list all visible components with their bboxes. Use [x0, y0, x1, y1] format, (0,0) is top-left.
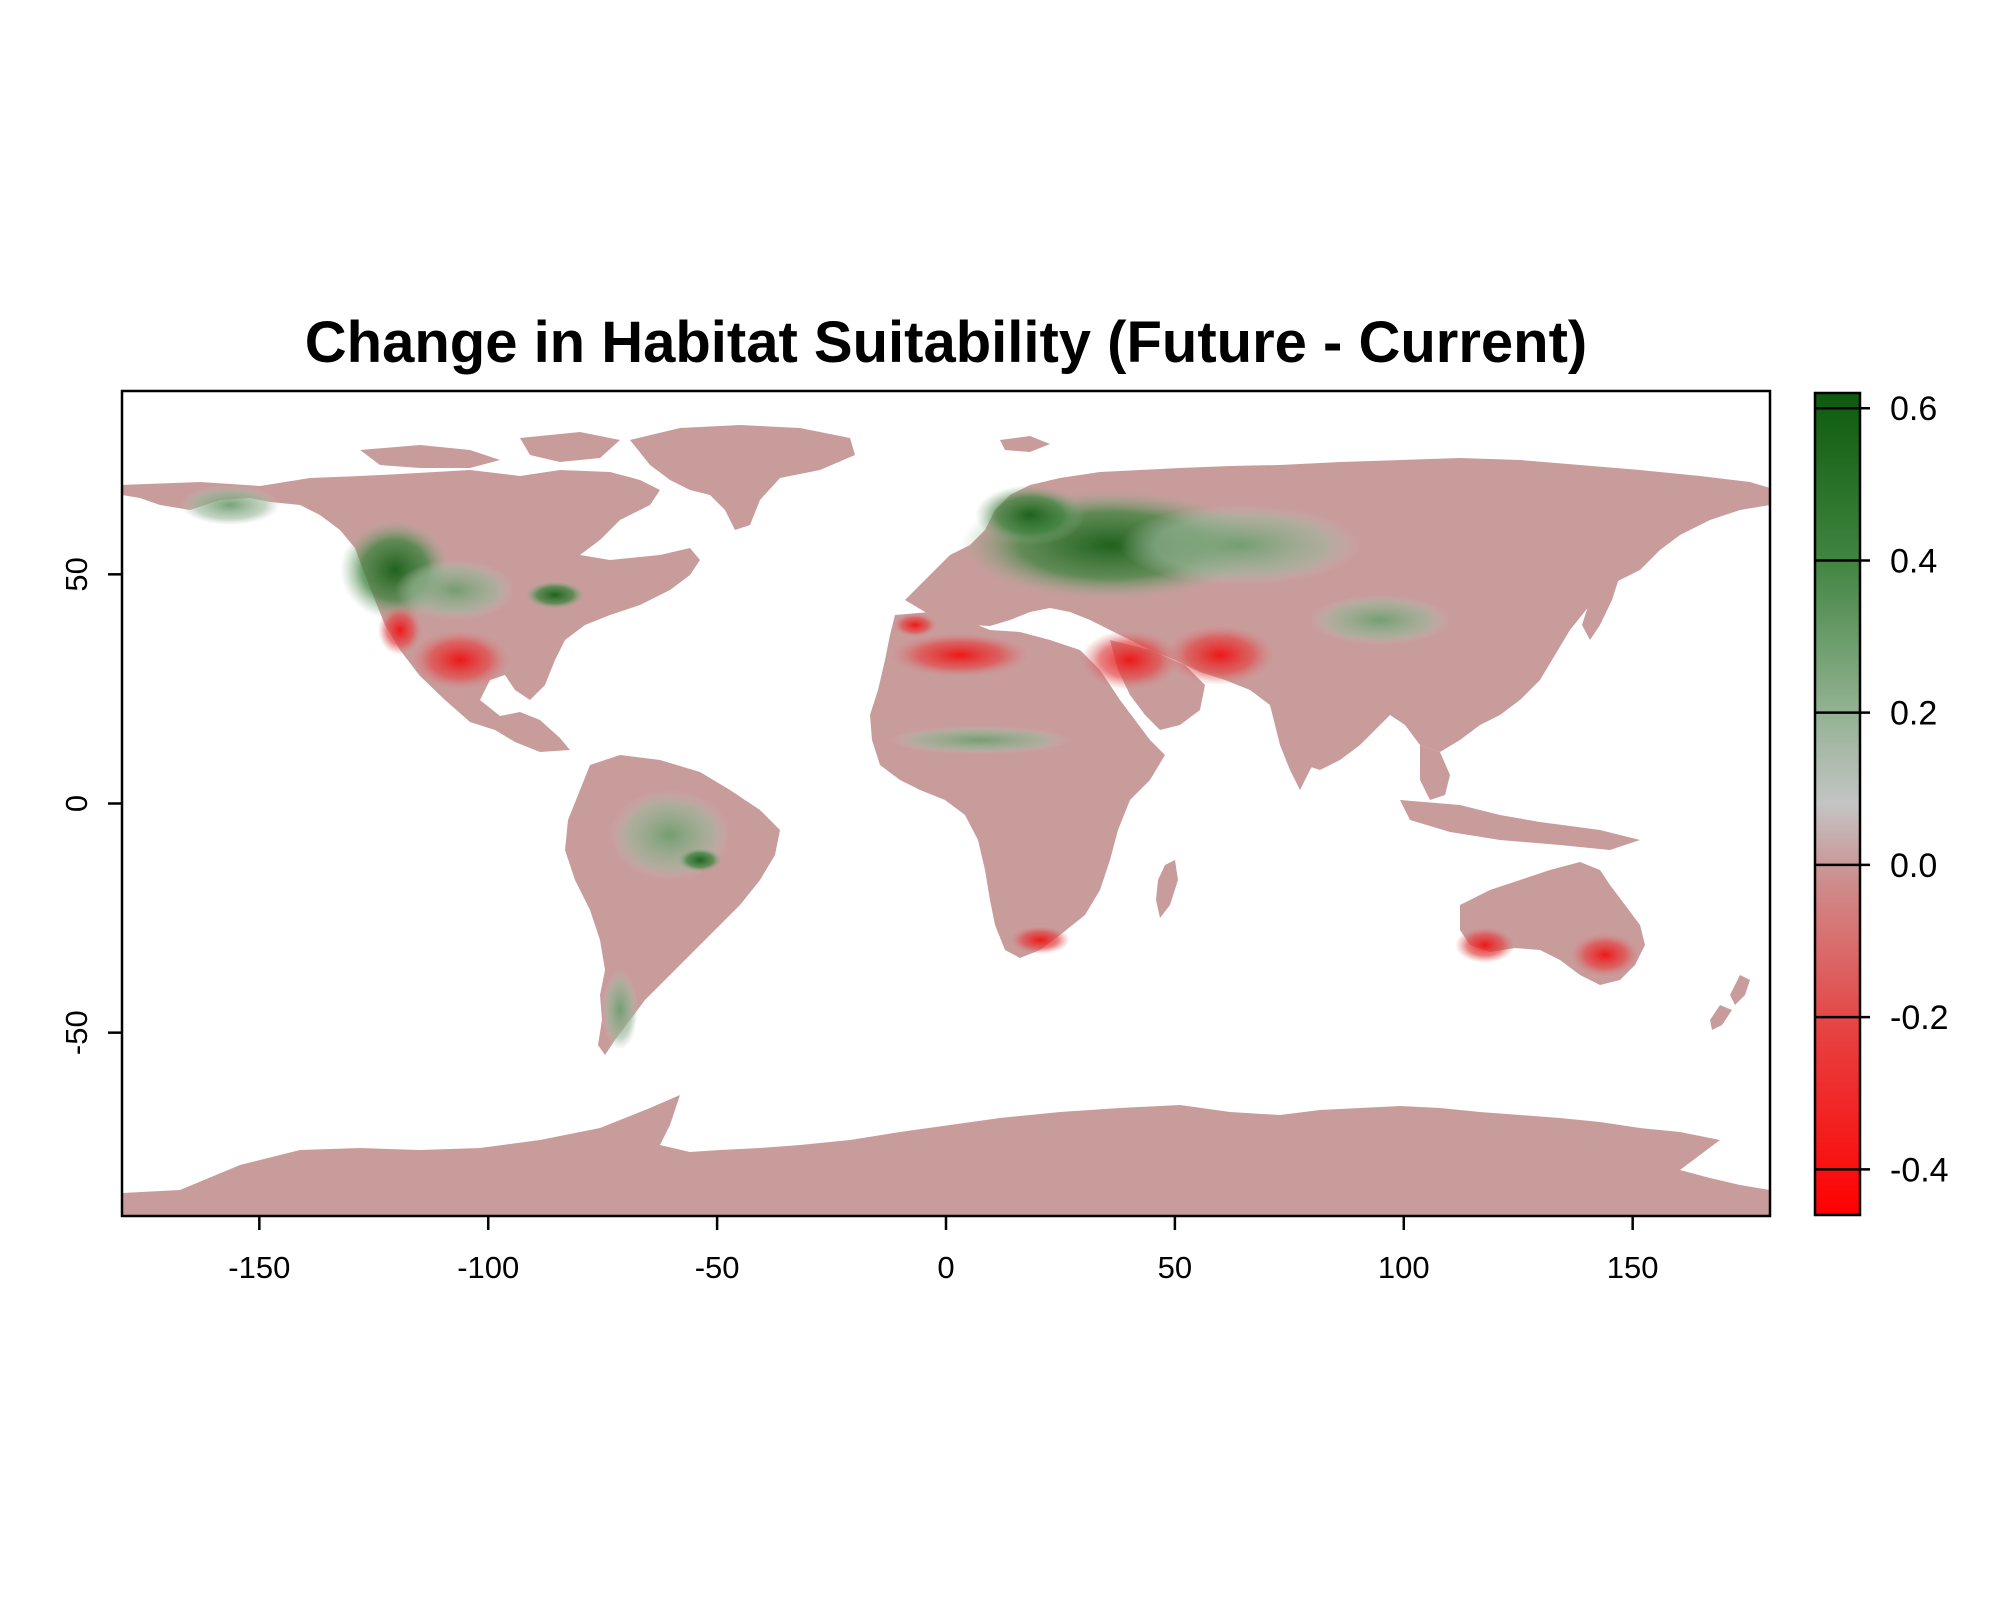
- positive-change-regions: [180, 485, 1450, 1050]
- great-lakes-green: [525, 581, 585, 609]
- california-red: [378, 605, 422, 655]
- x-axis: -150 -100 -50 0 50 100 150: [228, 1216, 1659, 1285]
- x-tick-label: 100: [1378, 1250, 1430, 1285]
- colorbar-tick-label: 0.6: [1890, 390, 1937, 428]
- y-axis: 50 0 -50: [59, 557, 122, 1055]
- mexico-red: [410, 630, 510, 690]
- japan: [1582, 565, 1620, 640]
- scandinavia-green: [975, 485, 1085, 545]
- x-tick-label: -100: [457, 1250, 519, 1285]
- colorbar-tick-label: 0.4: [1890, 542, 1937, 580]
- map-panel: [122, 425, 1770, 1216]
- negative-change-regions: [378, 605, 1640, 977]
- y-tick-label: -50: [59, 1010, 94, 1055]
- antarctica: [122, 1095, 1770, 1216]
- new-zealand: [1710, 975, 1750, 1030]
- colorbar-ticks: 0.6 0.4 0.2 0.0 -0.2 -0.4: [1815, 390, 1949, 1189]
- arctic-islands: [360, 432, 1050, 468]
- india: [1270, 700, 1335, 790]
- colorbar-tick-label: 0.0: [1890, 847, 1937, 885]
- x-tick-label: 50: [1158, 1250, 1192, 1285]
- southwest-australia-red: [1455, 927, 1515, 963]
- great-plains-green: [395, 560, 515, 620]
- central-asia-green: [1310, 595, 1450, 645]
- map-title: Change in Habitat Suitability (Future - …: [305, 310, 1587, 375]
- x-tick-label: -50: [695, 1250, 740, 1285]
- colorbar-tick-label: 0.2: [1890, 695, 1937, 733]
- africa: [870, 612, 1165, 958]
- alaska-green: [180, 485, 280, 525]
- greenland: [630, 425, 855, 530]
- y-tick-label: 0: [59, 795, 94, 812]
- colorbar-tick-label: -0.4: [1890, 1151, 1949, 1189]
- southeast-asia: [1400, 745, 1640, 850]
- colorbar-gradient: [1813, 391, 1862, 1217]
- western-russia-green: [1120, 505, 1360, 585]
- y-tick-label: 50: [59, 557, 94, 591]
- iberia-red: [893, 613, 937, 637]
- amazon-dark-green: [678, 848, 722, 872]
- x-tick-label: -150: [228, 1250, 290, 1285]
- north-africa-red: [890, 633, 1030, 677]
- colorbar-tick-label: -0.2: [1890, 999, 1949, 1037]
- sahel-light-green: [890, 726, 1070, 754]
- madagascar: [1156, 860, 1178, 918]
- iran-red: [1165, 625, 1275, 685]
- middle-east-red: [1080, 630, 1180, 690]
- x-tick-label: 0: [937, 1250, 954, 1285]
- patagonia-green: [602, 970, 638, 1050]
- south-africa-red: [1010, 926, 1070, 954]
- x-tick-label: 150: [1607, 1250, 1659, 1285]
- southeast-australia-red: [1570, 933, 1640, 977]
- colorbar: 0.6 0.4 0.2 0.0 -0.2 -0.4: [1813, 390, 1949, 1217]
